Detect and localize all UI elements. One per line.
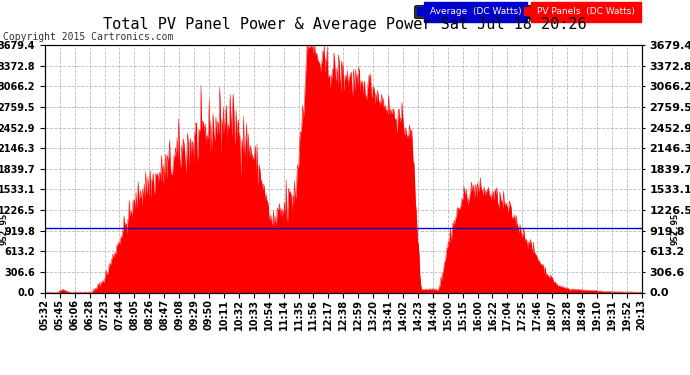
Text: 952.95: 952.95	[0, 212, 9, 244]
Text: 952.95: 952.95	[670, 212, 679, 244]
Text: Total PV Panel Power & Average Power Sat Jul 18 20:26: Total PV Panel Power & Average Power Sat…	[104, 17, 586, 32]
Legend: Average  (DC Watts), PV Panels  (DC Watts): Average (DC Watts), PV Panels (DC Watts)	[414, 5, 637, 18]
Text: Copyright 2015 Cartronics.com: Copyright 2015 Cartronics.com	[3, 32, 174, 42]
